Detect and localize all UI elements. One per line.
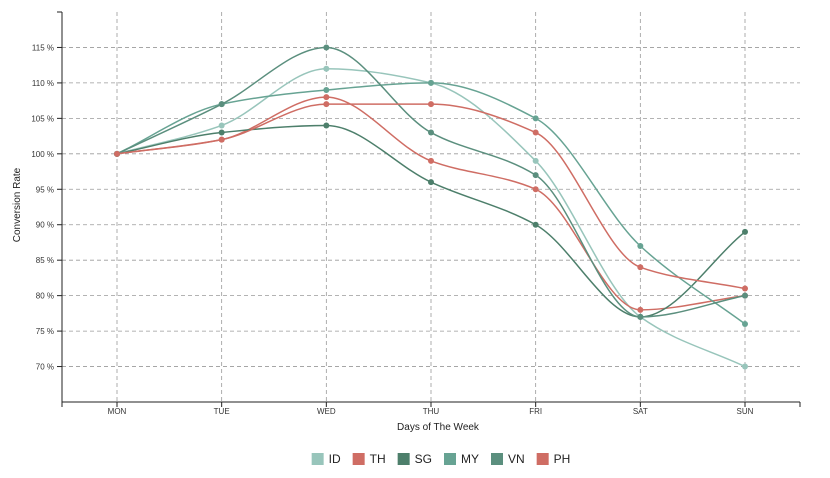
data-point-id: [532, 157, 539, 164]
y-tick-label: 75 %: [36, 327, 54, 336]
legend-swatch-th: [352, 453, 365, 465]
data-point-th: [428, 157, 434, 164]
x-axis-title: Days of The Week: [397, 422, 480, 433]
legend-label-th: TH: [370, 452, 386, 466]
data-point-th: [637, 306, 644, 313]
data-point-ph: [428, 101, 434, 108]
data-point-vn: [742, 292, 748, 299]
legend-item-vn: VN: [491, 452, 525, 466]
series-vn: [114, 44, 748, 320]
data-point-my: [428, 79, 434, 86]
legend-label-my: MY: [461, 452, 479, 466]
data-point-ph: [532, 129, 539, 136]
data-point-my: [323, 87, 330, 93]
x-tick-label: SUN: [737, 407, 754, 416]
data-point-vn: [323, 44, 330, 51]
data-point-ph: [637, 264, 644, 271]
data-point-sg: [532, 221, 539, 228]
y-tick-label: 115 %: [32, 43, 54, 52]
x-tick-label: THU: [423, 407, 440, 416]
x-tick-label: FRI: [529, 407, 542, 416]
y-tick-label: 105 %: [31, 114, 54, 123]
y-tick-label: 70 %: [36, 363, 54, 372]
y-axis-title: Conversion Rate: [12, 167, 23, 242]
legend-swatch-sg: [397, 453, 410, 465]
y-tick-label: 100 %: [31, 150, 54, 159]
data-point-sg: [742, 228, 748, 235]
y-tick-label: 95 %: [36, 185, 54, 194]
data-point-ph: [742, 285, 748, 292]
data-point-vn: [428, 129, 434, 136]
axis-layer: 70 % 75 % 80 % 85 % 90 % 95 % 100 % 105 % 110 % 1…: [31, 11, 801, 416]
data-point-vn: [218, 101, 225, 108]
y-tick-label: 85 %: [36, 256, 54, 265]
legend-swatch-vn: [491, 453, 503, 465]
legend-item-sg: SG: [397, 452, 432, 466]
data-point-sg: [428, 179, 434, 186]
x-tick-label: MON: [108, 407, 127, 416]
data-point-sg: [218, 129, 225, 136]
data-point-vn: [637, 313, 644, 320]
legend-item-th: TH: [352, 452, 386, 466]
data-point-my: [742, 321, 748, 327]
legend: ID TH SG MY VN PH: [311, 452, 571, 466]
data-point-my: [532, 115, 539, 122]
data-point-id: [218, 122, 225, 129]
series-ph: [114, 101, 748, 292]
y-tick-label: 90 %: [36, 221, 54, 230]
legend-item-my: MY: [444, 452, 479, 466]
legend-item-ph: PH: [536, 452, 571, 466]
legend-label-id: ID: [329, 452, 341, 466]
legend-label-sg: SG: [415, 452, 432, 466]
legend-item-id: ID: [311, 452, 341, 466]
legend-swatch-my: [444, 453, 456, 465]
data-point-ph: [323, 101, 330, 108]
data-point-ph: [114, 150, 120, 157]
y-tick-label: 80 %: [36, 292, 54, 301]
legend-swatch-id: [311, 453, 324, 465]
legend-label-ph: PH: [554, 452, 571, 466]
data-point-vn: [532, 172, 539, 179]
x-tick-label: WED: [317, 407, 336, 416]
legend-swatch-ph: [536, 453, 549, 465]
x-tick-label: TUE: [214, 407, 230, 416]
legend-label-vn: VN: [508, 452, 525, 466]
data-point-id: [742, 363, 748, 370]
x-tick-label: SAT: [633, 407, 648, 416]
data-point-th: [532, 186, 539, 193]
data-point-ph: [218, 136, 225, 143]
data-point-th: [323, 94, 330, 101]
data-point-sg: [323, 122, 330, 129]
grid-layer: [62, 12, 800, 402]
data-point-id: [323, 65, 330, 72]
series-layer: [114, 44, 748, 370]
data-point-my: [637, 243, 644, 249]
y-tick-label: 110 %: [32, 79, 54, 88]
